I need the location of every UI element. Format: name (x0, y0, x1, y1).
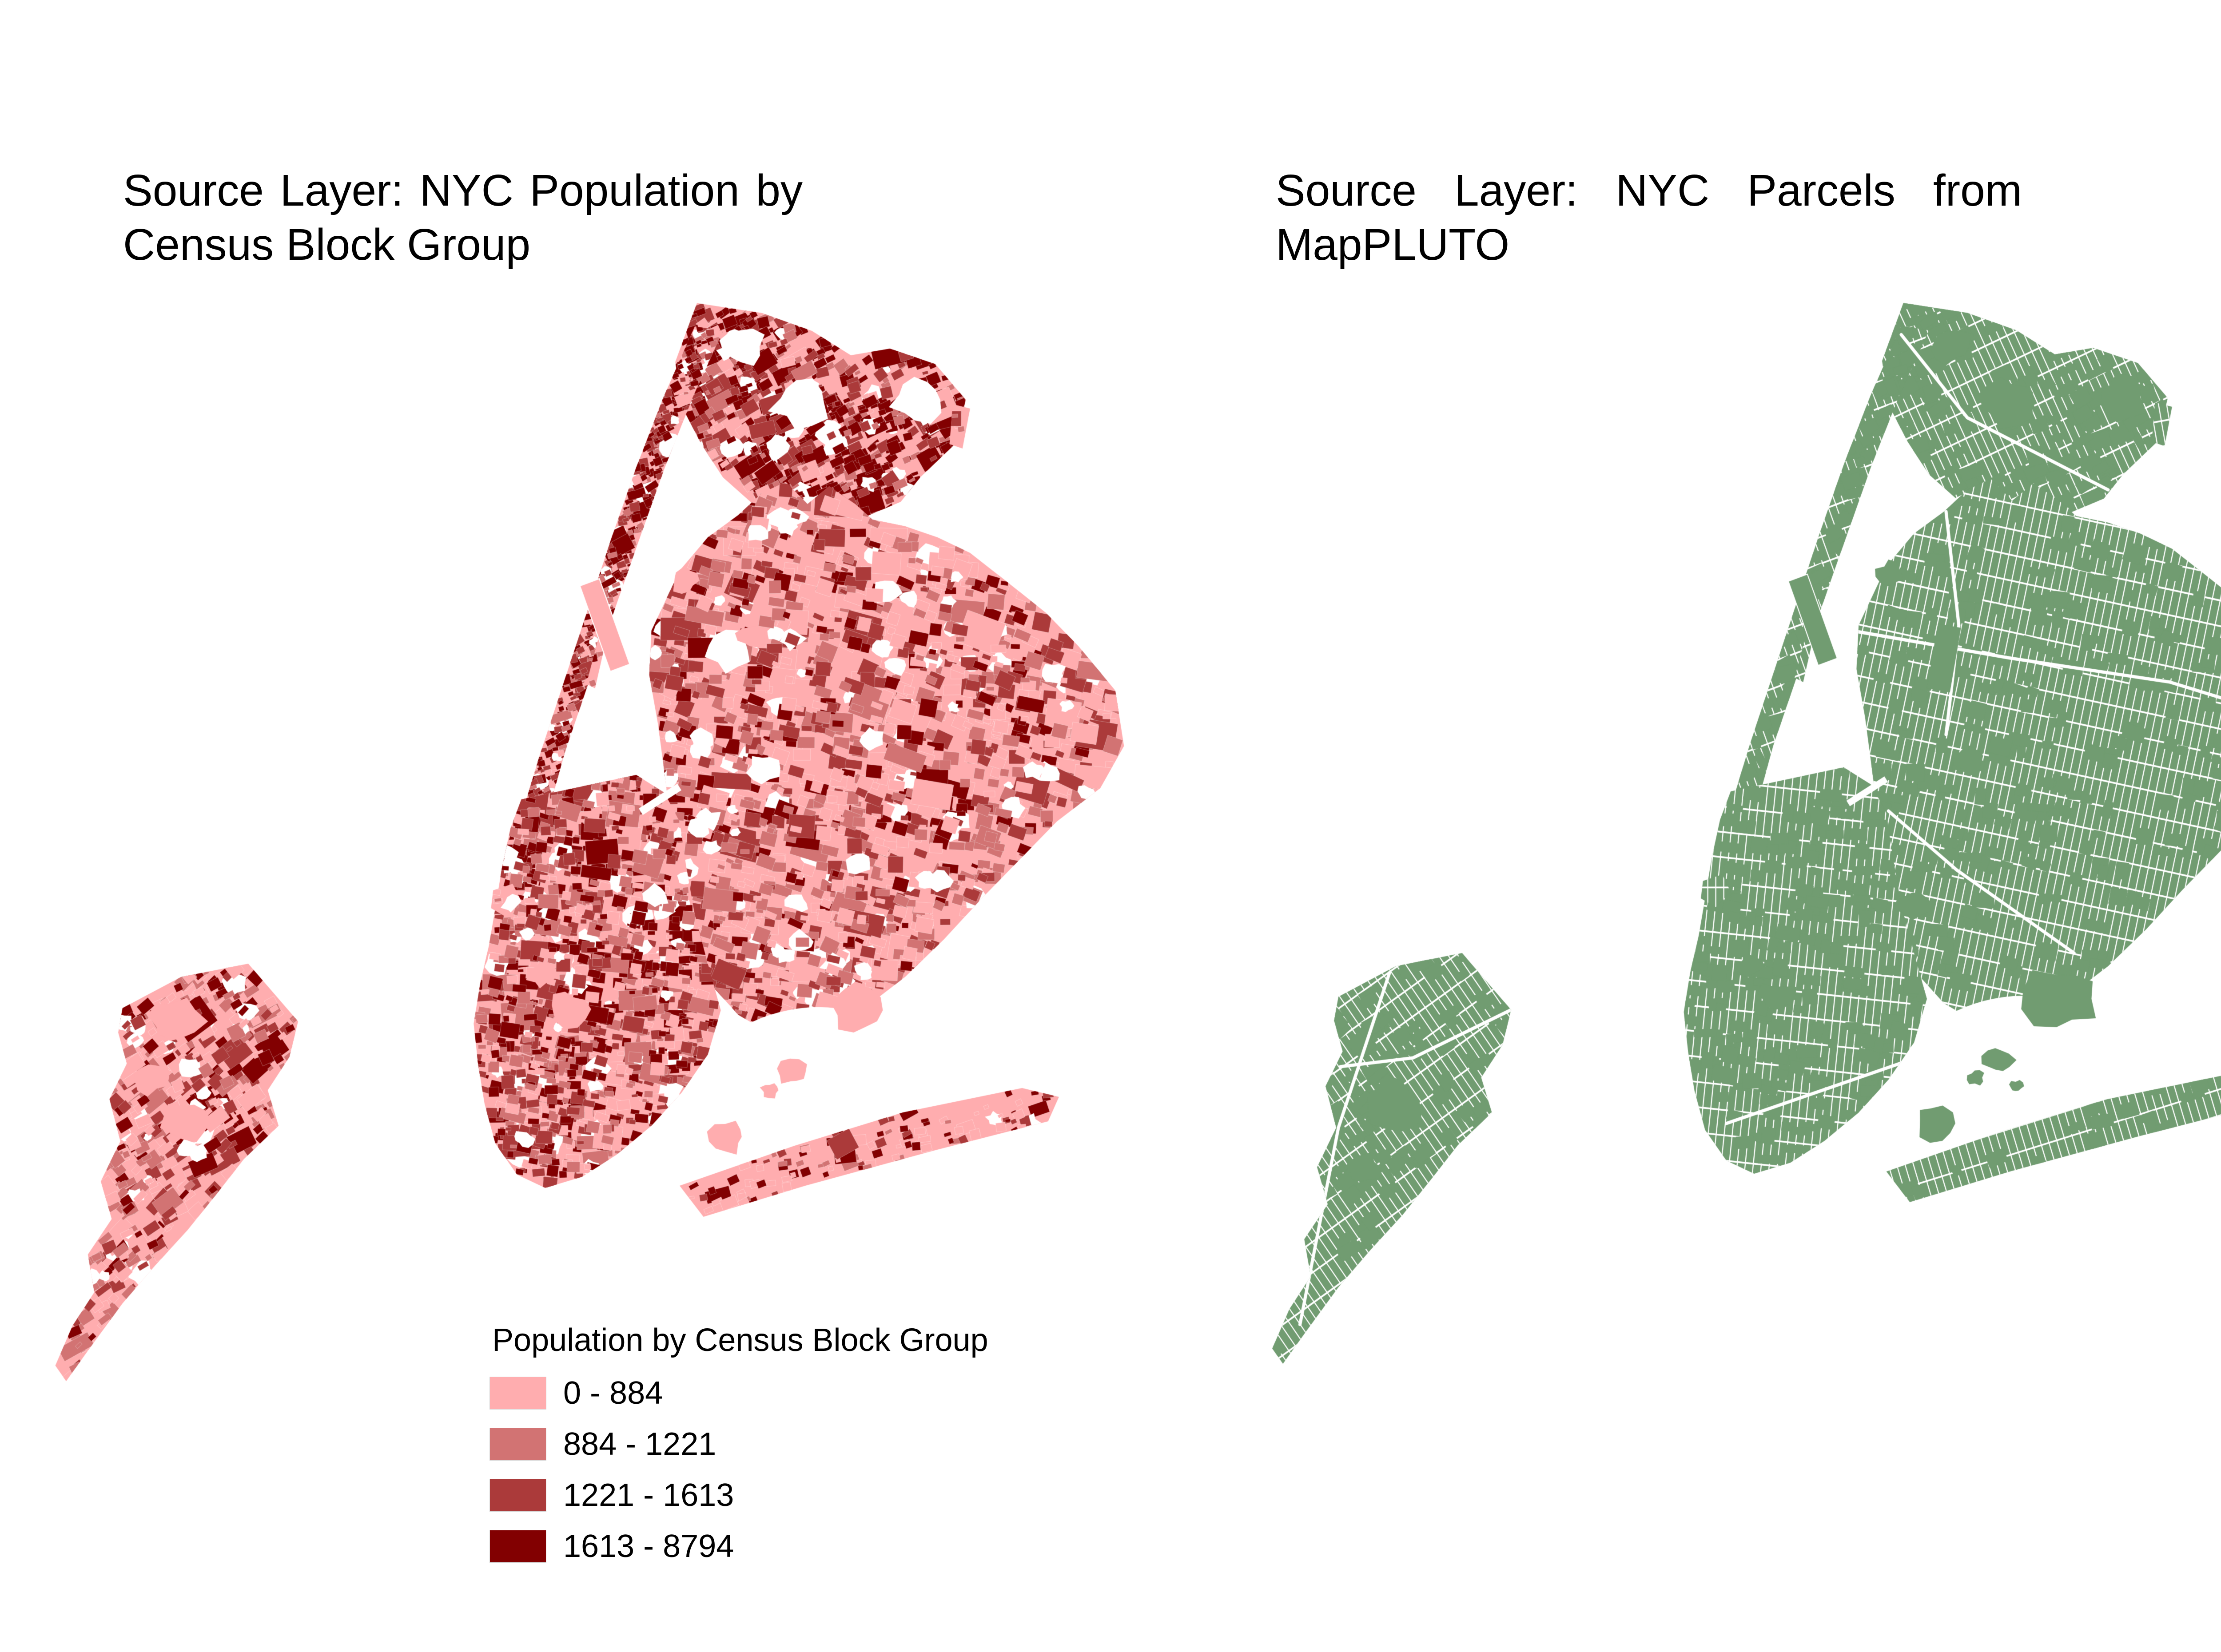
legend: Population by Census Block Group 0 - 884… (490, 1322, 988, 1564)
right-map-title-line2: MapPLUTO (1276, 220, 1510, 270)
parcels-map (1264, 298, 2221, 1394)
left-map-title-line1: Source Layer: NYC Population by (123, 166, 803, 215)
legend-swatch (490, 1530, 546, 1563)
legend-row: 1613 - 8794 (490, 1529, 988, 1564)
legend-swatch (490, 1479, 546, 1512)
population-choropleth-map (47, 298, 1130, 1412)
legend-label: 1613 - 8794 (563, 1529, 734, 1564)
legend-row: 884 - 1221 (490, 1426, 988, 1462)
legend-row: 0 - 884 (490, 1375, 988, 1411)
left-map-title-line2: Census Block Group (123, 220, 531, 270)
legend-label: 0 - 884 (563, 1375, 663, 1411)
left-map-title: Source Layer: NYC Population by Census B… (123, 163, 803, 272)
right-map-title-line1: Source Layer: NYC Parcels from (1276, 166, 2022, 215)
legend-swatch (490, 1377, 546, 1410)
right-map-title: Source Layer: NYC Parcels from MapPLUTO (1276, 163, 2022, 272)
legend-title: Population by Census Block Group (492, 1322, 988, 1358)
legend-label: 1221 - 1613 (563, 1477, 734, 1513)
legend-row: 1221 - 1613 (490, 1477, 988, 1513)
legend-label: 884 - 1221 (563, 1426, 716, 1462)
legend-swatch (490, 1428, 546, 1461)
